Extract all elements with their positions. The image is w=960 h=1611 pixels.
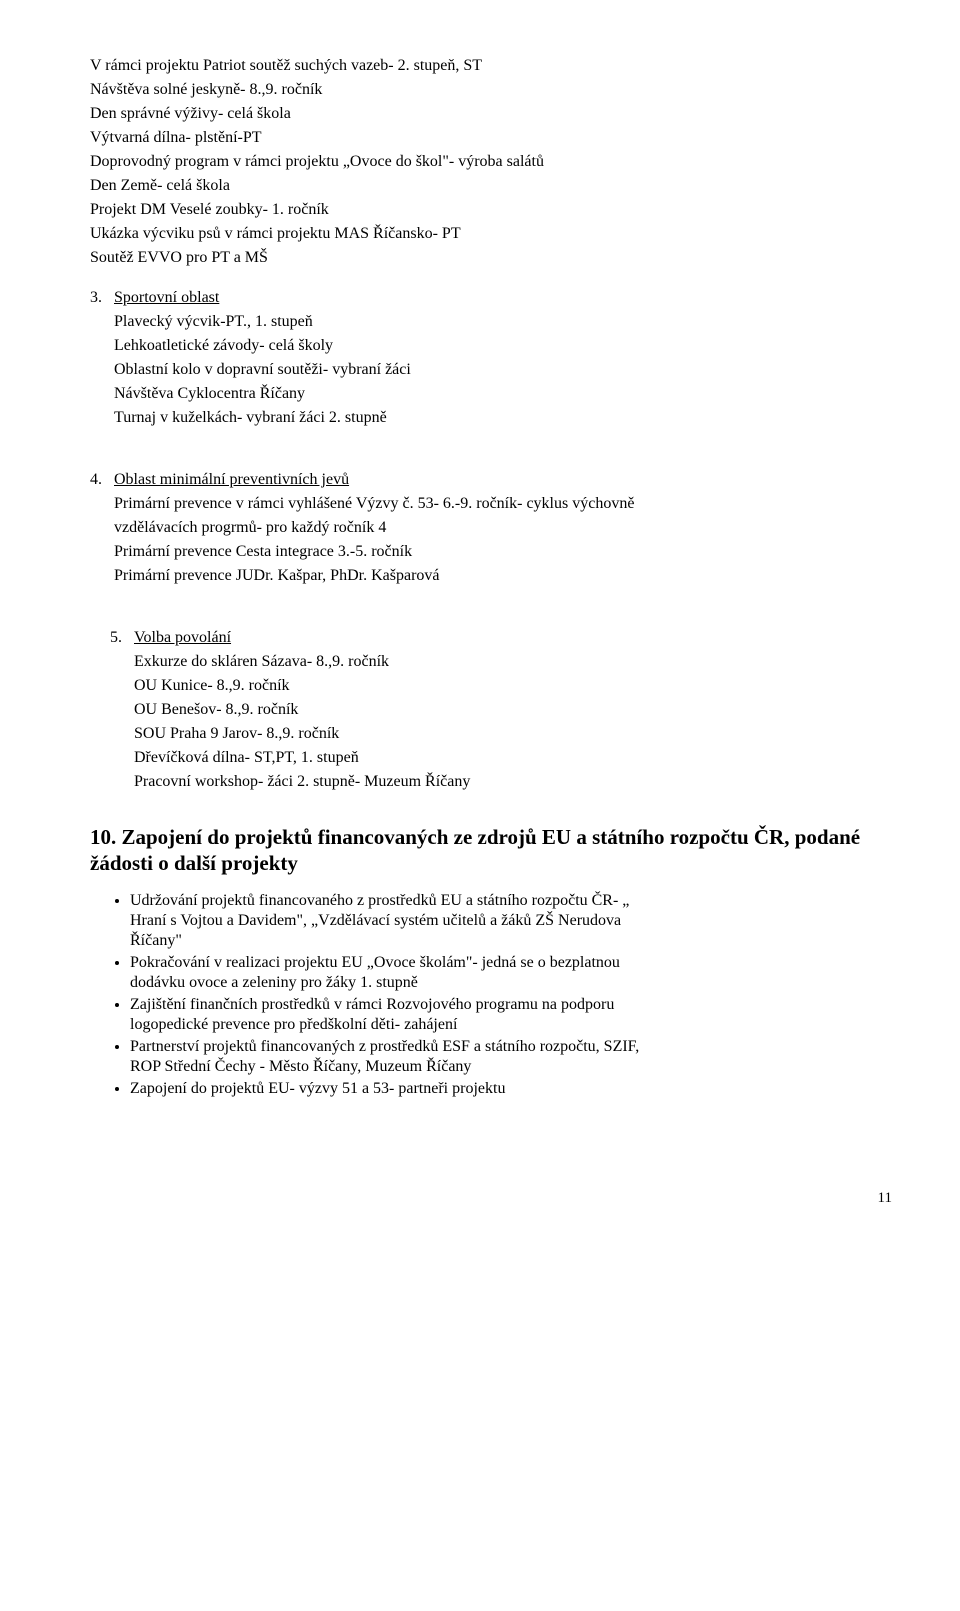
text-line: Doprovodný program v rámci projektu „Ovo… [90, 152, 892, 172]
text-line: Ukázka výcviku psů v rámci projektu MAS … [90, 224, 892, 244]
page-number: 11 [90, 1189, 892, 1208]
list-item-4: 4. Oblast minimální preventivních jevů P… [90, 470, 892, 590]
text-line: Pracovní workshop- žáci 2. stupně- Muzeu… [134, 772, 892, 792]
text-line: Turnaj v kuželkách- vybraní žáci 2. stup… [114, 408, 892, 428]
text-line: Soutěž EVVO pro PT a MŠ [90, 248, 892, 268]
text-line: Primární prevence JUDr. Kašpar, PhDr. Ka… [114, 566, 892, 586]
item-number: 4. [90, 470, 114, 590]
item-title: Oblast minimální preventivních jevů [114, 471, 349, 488]
text-line: Oblastní kolo v dopravní soutěži- vybran… [114, 360, 892, 380]
intro-block: V rámci projektu Patriot soutěž suchých … [90, 56, 892, 268]
text-line: SOU Praha 9 Jarov- 8.,9. ročník [134, 724, 892, 744]
text-line: V rámci projektu Patriot soutěž suchých … [90, 56, 892, 76]
text-line: Návštěva solné jeskyně- 8.,9. ročník [90, 80, 892, 100]
section-10-heading: 10. Zapojení do projektů financovaných z… [90, 824, 892, 877]
text-line: logopedické prevence pro předškolní děti… [130, 1016, 457, 1033]
text-line: ROP Střední Čechy - Město Říčany, Muzeum… [130, 1058, 471, 1075]
text-line: Exkurze do skláren Sázava- 8.,9. ročník [134, 652, 892, 672]
text-line: Říčany" [130, 932, 182, 949]
list-item-3: 3. Sportovní oblast Plavecký výcvik-PT.,… [90, 288, 892, 432]
text-line: Partnerství projektů financovaných z pro… [130, 1038, 639, 1055]
section-10-bullets: Udržování projektů financovaného z prost… [130, 891, 892, 1099]
text-line: Den správné výživy- celá škola [90, 104, 892, 124]
text-line: Zajištění finančních prostředků v rámci … [130, 996, 614, 1013]
text-line: Hraní s Vojtou a Davidem", „Vzdělávací s… [130, 912, 621, 929]
text-line: OU Benešov- 8.,9. ročník [134, 700, 892, 720]
text-line: Pokračování v realizaci projektu EU „Ovo… [130, 954, 620, 971]
text-line: OU Kunice- 8.,9. ročník [134, 676, 892, 696]
text-line: vzdělávacích progrmů- pro každý ročník 4 [114, 518, 892, 538]
text-line: Výtvarná dílna- plstění-PT [90, 128, 892, 148]
item-number: 5. [110, 628, 134, 796]
text-line: Den Země- celá škola [90, 176, 892, 196]
text-line: Primární prevence Cesta integrace 3.-5. … [114, 542, 892, 562]
item-title: Sportovní oblast [114, 289, 219, 306]
text-line: Návštěva Cyklocentra Říčany [114, 384, 892, 404]
item-title: Volba povolání [134, 629, 231, 646]
text-line: Zapojení do projektů EU- výzvy 51 a 53- … [130, 1080, 505, 1097]
bullet-item: Pokračování v realizaci projektu EU „Ovo… [130, 953, 892, 993]
item-body: Sportovní oblast Plavecký výcvik-PT., 1.… [114, 288, 892, 432]
text-line: Plavecký výcvik-PT., 1. stupeň [114, 312, 892, 332]
text-line: Projekt DM Veselé zoubky- 1. ročník [90, 200, 892, 220]
text-line: Primární prevence v rámci vyhlášené Výzv… [114, 494, 892, 514]
text-line: Udržování projektů financovaného z prost… [130, 892, 629, 909]
text-line: Dřevíčková dílna- ST,PT, 1. stupeň [134, 748, 892, 768]
text-line: dodávku ovoce a zeleniny pro žáky 1. stu… [130, 974, 418, 991]
bullet-item: Udržování projektů financovaného z prost… [130, 891, 892, 951]
bullet-item: Partnerství projektů financovaných z pro… [130, 1037, 892, 1077]
text-line: Lehkoatletické závody- celá školy [114, 336, 892, 356]
item-number: 3. [90, 288, 114, 432]
item-body: Volba povolání Exkurze do skláren Sázava… [134, 628, 892, 796]
bullet-item: Zapojení do projektů EU- výzvy 51 a 53- … [130, 1079, 892, 1099]
bullet-item: Zajištění finančních prostředků v rámci … [130, 995, 892, 1035]
list-item-5: 5. Volba povolání Exkurze do skláren Sáz… [110, 628, 892, 796]
item-body: Oblast minimální preventivních jevů Prim… [114, 470, 892, 590]
